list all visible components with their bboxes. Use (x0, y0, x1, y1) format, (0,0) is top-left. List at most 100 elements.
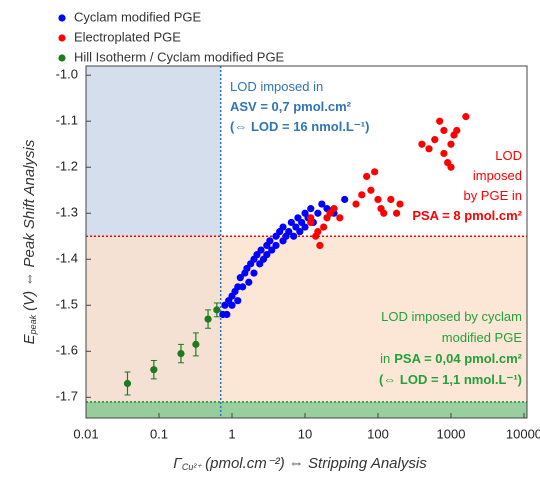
point (228, 301, 236, 309)
legend-label: Cyclam modified PGE (74, 9, 201, 24)
legend-label: Hill Isotherm / Cyclam modified PGE (74, 49, 285, 64)
y-label-symbol: E (21, 333, 38, 344)
annotation-text: (⇔ LOD = 16 nmol.L⁻¹) (230, 119, 369, 134)
annotation: (⇔ LOD = 1,1 nmol.L⁻¹) (379, 372, 522, 387)
point (318, 200, 326, 208)
x-tick-label: 10 (298, 426, 312, 441)
annotation-text: LOD (495, 148, 522, 163)
annotation-text: ASV = 0,7 pmol.cm² (230, 99, 352, 114)
annotation: in PSA = 0,04 pmol.cm² (380, 351, 523, 366)
y-tick-label: -1.1 (56, 113, 78, 128)
point (320, 223, 328, 231)
point (341, 195, 349, 204)
point (380, 209, 388, 217)
point (263, 251, 271, 259)
point (250, 269, 258, 277)
annotation: LOD (495, 148, 522, 163)
annotation: ASV = 0,7 pmol.cm² (230, 99, 352, 114)
point (367, 186, 375, 194)
point (316, 241, 324, 250)
x-tick-label: 1 (228, 426, 235, 441)
point (462, 113, 470, 121)
point (236, 274, 244, 282)
annotation: LOD imposed in (230, 79, 323, 94)
point (371, 168, 379, 176)
legend-label: Electroplated PGE (74, 29, 181, 44)
y-label-text: (V) ⇔ Peak Shift Analysis (21, 139, 38, 311)
point (453, 126, 461, 135)
point (234, 297, 242, 305)
annotation-text: PSA = 0,04 pmol.cm² (394, 351, 522, 366)
y-axis-label: Epeak (V) ⇔ Peak Shift Analysis (21, 139, 38, 344)
annotation: PSA = 8 pmol.cm² (412, 208, 522, 223)
point (440, 149, 448, 158)
x-axis-label: ΓCu²⁺ (pmol.cm⁻²) ⇔ Stripping Analysis (173, 455, 427, 472)
annotation-text: modified PGE (442, 330, 523, 345)
point (425, 145, 433, 153)
legend-marker (58, 54, 66, 62)
annotation-text: in (380, 351, 390, 366)
point (374, 195, 382, 204)
point (307, 205, 315, 213)
point (418, 140, 426, 148)
point (257, 246, 265, 254)
annotation: imposed (473, 168, 522, 183)
annotation: modified PGE (442, 330, 523, 345)
y-tick-label: -1.3 (56, 205, 78, 220)
point (213, 306, 221, 314)
y-tick-label: -1.0 (56, 67, 78, 82)
annotation-text: imposed (473, 168, 522, 183)
point (177, 349, 185, 358)
point (352, 200, 360, 208)
x-tick-label: 0.01 (73, 426, 98, 441)
point (266, 237, 274, 245)
point (393, 209, 401, 217)
annotation: (⇔ LOD = 16 nmol.L⁻¹) (230, 119, 369, 134)
annotation-text: PSA = 8 pmol.cm² (412, 208, 522, 223)
point (290, 232, 298, 240)
point (314, 228, 322, 236)
x-label-text: (pmol.cm⁻²) ⇔ Stripping Analysis (205, 455, 427, 472)
point (268, 246, 276, 254)
point (396, 200, 404, 208)
x-label-symbol: Γ (173, 455, 183, 472)
point (287, 218, 295, 227)
point (192, 340, 200, 348)
plot-frame (85, 65, 528, 419)
annotation-text: by PGE in (463, 188, 522, 203)
annotation-text: LOD imposed in (230, 79, 323, 94)
point (336, 214, 344, 222)
point (301, 223, 309, 231)
point (239, 283, 247, 291)
point (307, 214, 315, 222)
x-tick-label: 10000 (506, 426, 540, 441)
point (436, 117, 444, 125)
y-tick-label: -1.4 (56, 251, 78, 266)
point (150, 366, 158, 374)
annotation: LOD imposed by cyclam (381, 309, 522, 324)
point (272, 241, 280, 250)
point (440, 126, 448, 135)
point (330, 205, 338, 213)
lod-region (86, 236, 527, 418)
x-tick-label: 100 (367, 426, 389, 441)
y-tick-label: -1.6 (56, 343, 78, 358)
point (387, 195, 395, 204)
point (285, 228, 293, 236)
annotation-text: (⇔ LOD = 1,1 nmol.L⁻¹) (379, 372, 522, 387)
point (314, 209, 322, 217)
point (358, 191, 366, 199)
legend-marker (58, 34, 66, 42)
annotation: by PGE in (463, 188, 522, 203)
point (279, 223, 287, 231)
point (204, 315, 212, 323)
y-tick-label: -1.5 (56, 297, 78, 312)
x-tick-label: 1000 (437, 426, 466, 441)
y-tick-label: -1.7 (56, 389, 78, 404)
x-label-sub: Cu²⁺ (182, 462, 203, 472)
y-tick-label: -1.2 (56, 159, 78, 174)
point (447, 163, 455, 171)
annotation-text: LOD imposed by cyclam (381, 309, 522, 324)
legend-marker (58, 14, 66, 22)
